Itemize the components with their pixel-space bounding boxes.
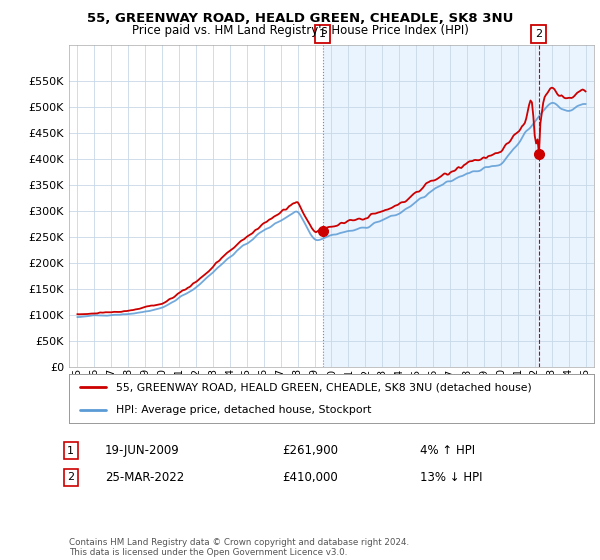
Text: 55, GREENWAY ROAD, HEALD GREEN, CHEADLE, SK8 3NU: 55, GREENWAY ROAD, HEALD GREEN, CHEADLE,… — [87, 12, 513, 25]
Bar — [323, 45, 594, 367]
Text: £410,000: £410,000 — [282, 470, 338, 484]
Text: 2: 2 — [535, 29, 542, 39]
Text: 4% ↑ HPI: 4% ↑ HPI — [420, 444, 475, 458]
Text: 1: 1 — [67, 446, 74, 456]
Text: 13% ↓ HPI: 13% ↓ HPI — [420, 470, 482, 484]
Text: HPI: Average price, detached house, Stockport: HPI: Average price, detached house, Stoc… — [116, 405, 371, 416]
Text: 1: 1 — [319, 29, 326, 39]
Text: Contains HM Land Registry data © Crown copyright and database right 2024.
This d: Contains HM Land Registry data © Crown c… — [69, 538, 409, 557]
Text: Price paid vs. HM Land Registry's House Price Index (HPI): Price paid vs. HM Land Registry's House … — [131, 24, 469, 36]
Text: 2: 2 — [67, 472, 74, 482]
Text: £261,900: £261,900 — [282, 444, 338, 458]
Text: 19-JUN-2009: 19-JUN-2009 — [105, 444, 180, 458]
Text: 55, GREENWAY ROAD, HEALD GREEN, CHEADLE, SK8 3NU (detached house): 55, GREENWAY ROAD, HEALD GREEN, CHEADLE,… — [116, 382, 532, 393]
Text: 25-MAR-2022: 25-MAR-2022 — [105, 470, 184, 484]
